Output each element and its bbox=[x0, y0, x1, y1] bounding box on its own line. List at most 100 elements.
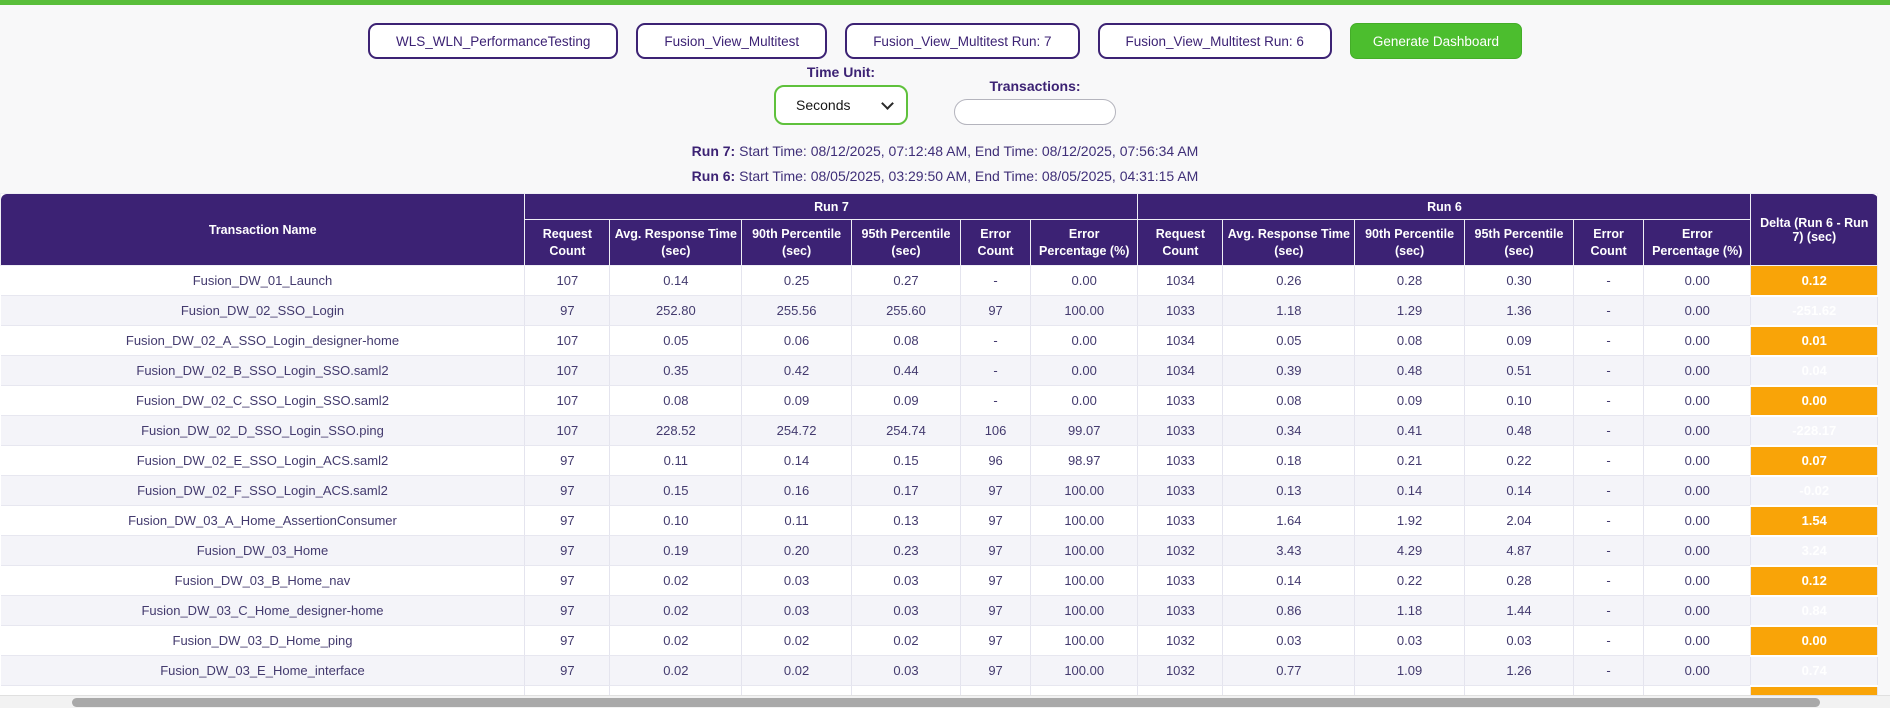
metric-cell: - bbox=[1573, 265, 1644, 296]
metric-cell: - bbox=[1573, 355, 1644, 386]
transaction-name: Fusion_DW_03_D_Home_ping bbox=[0, 625, 526, 656]
metric-cell: 0.17 bbox=[851, 475, 962, 506]
table-row[interactable]: Fusion_DW_01_Launch 107 0.14 0.25 0.27 -… bbox=[0, 265, 1878, 297]
metric-cell: 0.02 bbox=[609, 625, 743, 656]
metric-cell: - bbox=[1573, 325, 1644, 356]
metric-cell: - bbox=[960, 325, 1031, 356]
metric-cell: 100.00 bbox=[1030, 295, 1139, 326]
table-row[interactable]: Fusion_DW_03_C_Home_designer-home 97 0.0… bbox=[0, 595, 1878, 627]
metric-cell: 0.03 bbox=[1222, 625, 1356, 656]
metric-cell: 0.09 bbox=[741, 385, 852, 416]
metric-cell: 0.22 bbox=[1464, 445, 1575, 476]
table-row[interactable]: Fusion_DW_02_D_SSO_Login_SSO.ping 107 22… bbox=[0, 415, 1878, 447]
table-row[interactable]: Fusion_DW_03_E_Home_interface 97 0.02 0.… bbox=[0, 655, 1878, 687]
delta-cell: -0.02 bbox=[1750, 475, 1878, 507]
metric-cell: - bbox=[1573, 475, 1644, 506]
btn-multitest[interactable]: Fusion_View_Multitest bbox=[636, 23, 828, 59]
metric-cell: - bbox=[1573, 565, 1644, 596]
table-row[interactable]: Fusion_DW_03_A_Home_AssertionConsumer 97… bbox=[0, 505, 1878, 537]
time-unit-select[interactable]: Seconds bbox=[774, 85, 908, 125]
run-7-times: Start Time: 08/12/2025, 07:12:48 AM, End… bbox=[735, 143, 1199, 159]
metric-cell: 0.10 bbox=[1464, 385, 1575, 416]
metric-cell: 0.03 bbox=[851, 655, 962, 686]
metric-cell: 0.03 bbox=[851, 595, 962, 626]
metric-cell: 0.25 bbox=[741, 265, 852, 296]
delta-cell: 0.04 bbox=[1750, 355, 1878, 387]
metric-cell: 107 bbox=[524, 325, 611, 356]
metric-cell: 1033 bbox=[1137, 505, 1224, 536]
table-row[interactable]: Fusion_DW_02_SSO_Login 97 252.80 255.56 … bbox=[0, 295, 1878, 327]
transaction-name: Fusion_DW_02_E_SSO_Login_ACS.saml2 bbox=[0, 445, 526, 476]
metric-cell: 1032 bbox=[1137, 655, 1224, 686]
metric-cell: 100.00 bbox=[1030, 595, 1139, 626]
toolbar: WLS_WLN_PerformanceTesting Fusion_View_M… bbox=[0, 23, 1890, 59]
metric-cell: 97 bbox=[524, 295, 611, 326]
table-row[interactable]: Fusion_DW_03_B_Home_nav 97 0.02 0.03 0.0… bbox=[0, 565, 1878, 597]
metric-cell: 0.03 bbox=[1464, 625, 1575, 656]
transaction-name: Fusion_DW_02_B_SSO_Login_SSO.saml2 bbox=[0, 355, 526, 386]
metric-cell: 0.02 bbox=[741, 655, 852, 686]
metric-cell: 1032 bbox=[1137, 535, 1224, 566]
metric-cell: 0.14 bbox=[741, 445, 852, 476]
top-accent-bar bbox=[0, 0, 1890, 5]
metric-cell: 0.14 bbox=[1354, 475, 1465, 506]
table-row[interactable]: Fusion_DW_02_A_SSO_Login_designer-home 1… bbox=[0, 325, 1878, 357]
metric-cell: 0.44 bbox=[851, 355, 962, 386]
metric-cell: 0.20 bbox=[741, 535, 852, 566]
metric-cell: 0.00 bbox=[1030, 265, 1139, 296]
metric-cell: 0.86 bbox=[1222, 595, 1356, 626]
metric-cell: 0.00 bbox=[1643, 325, 1752, 356]
delta-cell: 0.07 bbox=[1750, 445, 1878, 477]
metric-cell: 0.28 bbox=[1464, 565, 1575, 596]
transaction-name: Fusion_DW_02_F_SSO_Login_ACS.saml2 bbox=[0, 475, 526, 506]
metric-cell: - bbox=[960, 265, 1031, 296]
metric-cell: 4.87 bbox=[1464, 535, 1575, 566]
metric-cell: 0.00 bbox=[1030, 325, 1139, 356]
metric-cell: 0.00 bbox=[1643, 565, 1752, 596]
metric-cell: 0.03 bbox=[851, 565, 962, 596]
metric-cell: 252.80 bbox=[609, 295, 743, 326]
metric-cell: 0.02 bbox=[741, 625, 852, 656]
metric-cell: 0.35 bbox=[609, 355, 743, 386]
col-transaction-name: Transaction Name bbox=[0, 193, 526, 266]
btn-multitest-run-7[interactable]: Fusion_View_Multitest Run: 7 bbox=[845, 23, 1080, 59]
transaction-name: Fusion_DW_02_SSO_Login bbox=[0, 295, 526, 326]
delta-cell: -228.17 bbox=[1750, 415, 1878, 447]
metric-cell: 255.56 bbox=[741, 295, 852, 326]
metric-cell: - bbox=[960, 385, 1031, 416]
metric-cell: 0.18 bbox=[1222, 445, 1356, 476]
table-row[interactable]: Fusion_DW_02_F_SSO_Login_ACS.saml2 97 0.… bbox=[0, 475, 1878, 507]
table-row[interactable]: Fusion_DW_03_Home 97 0.19 0.20 0.23 97 1… bbox=[0, 535, 1878, 567]
metric-cell: 97 bbox=[960, 625, 1031, 656]
transaction-name: Fusion_DW_02_C_SSO_Login_SSO.saml2 bbox=[0, 385, 526, 416]
generate-dashboard-button[interactable]: Generate Dashboard bbox=[1349, 23, 1522, 59]
horizontal-scrollbar-track[interactable] bbox=[0, 695, 1890, 708]
metric-cell: 3.43 bbox=[1222, 535, 1356, 566]
metric-cell: 0.08 bbox=[851, 325, 962, 356]
metric-cell: 107 bbox=[524, 385, 611, 416]
metric-cell: 0.39 bbox=[1222, 355, 1356, 386]
table-row[interactable]: Fusion_DW_02_B_SSO_Login_SSO.saml2 107 0… bbox=[0, 355, 1878, 387]
metric-cell: 1.29 bbox=[1354, 295, 1465, 326]
btn-performance-testing[interactable]: WLS_WLN_PerformanceTesting bbox=[368, 23, 619, 59]
metric-cell: 1032 bbox=[1137, 625, 1224, 656]
metric-cell: 0.06 bbox=[741, 325, 852, 356]
btn-multitest-run-6[interactable]: Fusion_View_Multitest Run: 6 bbox=[1097, 23, 1332, 59]
delta-cell: 0.12 bbox=[1750, 265, 1878, 297]
table-row[interactable]: Fusion_DW_02_C_SSO_Login_SSO.saml2 107 0… bbox=[0, 385, 1878, 417]
transaction-name: Fusion_DW_01_Launch bbox=[0, 265, 526, 296]
table-row[interactable]: Fusion_DW_02_E_SSO_Login_ACS.saml2 97 0.… bbox=[0, 445, 1878, 477]
table-row[interactable]: Fusion_DW_03_D_Home_ping 97 0.02 0.02 0.… bbox=[0, 625, 1878, 657]
metric-cell: 1034 bbox=[1137, 265, 1224, 296]
metric-cell: 0.05 bbox=[1222, 325, 1356, 356]
horizontal-scrollbar-thumb[interactable] bbox=[72, 698, 1820, 707]
metric-cell: 97 bbox=[524, 445, 611, 476]
results-table: Transaction Name Run 7 Run 6 Delta (Run … bbox=[0, 193, 1878, 708]
transactions-input[interactable] bbox=[954, 99, 1116, 125]
metric-cell: - bbox=[1573, 415, 1644, 446]
metric-cell: 0.03 bbox=[741, 565, 852, 596]
metric-cell: 1.09 bbox=[1354, 655, 1465, 686]
metric-cell: 254.72 bbox=[741, 415, 852, 446]
metric-cell: 0.19 bbox=[609, 535, 743, 566]
metric-cell: 4.29 bbox=[1354, 535, 1465, 566]
